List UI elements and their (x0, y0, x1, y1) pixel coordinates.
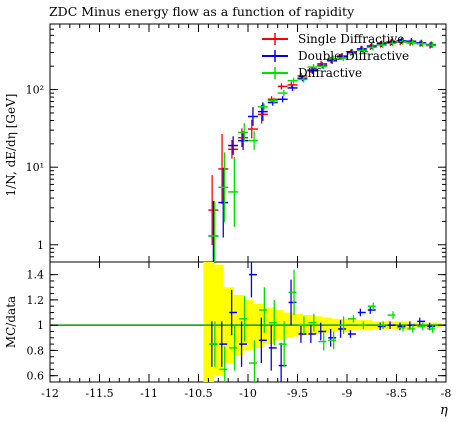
legend: Single Diffractive Double Diffractive Diff… (262, 32, 409, 80)
chart-title: ZDC Minus energy flow as a function of r… (49, 4, 355, 19)
ratio-uncertainty-band (203, 262, 442, 382)
legend-label: Single Diffractive (298, 32, 404, 46)
series-diffractive (208, 38, 437, 262)
x-tick-label: -12 (41, 387, 59, 400)
y-tick-label: 1 (37, 239, 44, 252)
x-tick-label: -9 (342, 387, 353, 400)
ratio-series-diffractive (209, 269, 436, 382)
ratio-y-tick-label: 0.6 (27, 370, 45, 383)
ratio-y-tick-label: 0.8 (27, 344, 45, 357)
main-series-group (208, 37, 437, 262)
x-axis-label: η (440, 403, 448, 418)
main-y-axis-label: 1/N, dE/dη [GeV] (4, 94, 18, 197)
band-segment (213, 264, 224, 376)
ratio-y-tick-label: 1 (37, 319, 44, 332)
x-tick-label: -10.5 (184, 387, 212, 400)
x-tick-label: -8.5 (386, 387, 407, 400)
y-tick-label: 10¹ (26, 161, 44, 174)
x-tick-label: -9.5 (287, 387, 308, 400)
band-segment (203, 262, 214, 382)
x-tick-label: -10 (239, 387, 257, 400)
ratio-y-axis: 0.6 0.8 1 1.2 1.4 (27, 269, 446, 383)
ratio-y-tick-label: 1.2 (27, 294, 45, 307)
x-tick-label: -11.5 (85, 387, 113, 400)
ratio-series-double-diffractive (209, 262, 436, 382)
main-y-axis: 1 10¹ 10² (26, 28, 446, 263)
ratio-series-group (209, 262, 436, 382)
x-axis: -12 -11.5 -11 -10.5 -10 -9.5 -9 -8.5 -8 (41, 24, 451, 400)
x-tick-label: -8 (441, 387, 452, 400)
x-tick-label: -11 (140, 387, 158, 400)
legend-label: Diffractive (298, 66, 362, 80)
legend-label: Double Diffractive (298, 49, 409, 63)
y-tick-label: 10² (26, 84, 44, 97)
ratio-y-axis-label: MC/data (4, 296, 18, 348)
ratio-y-tick-label: 1.4 (27, 269, 45, 282)
